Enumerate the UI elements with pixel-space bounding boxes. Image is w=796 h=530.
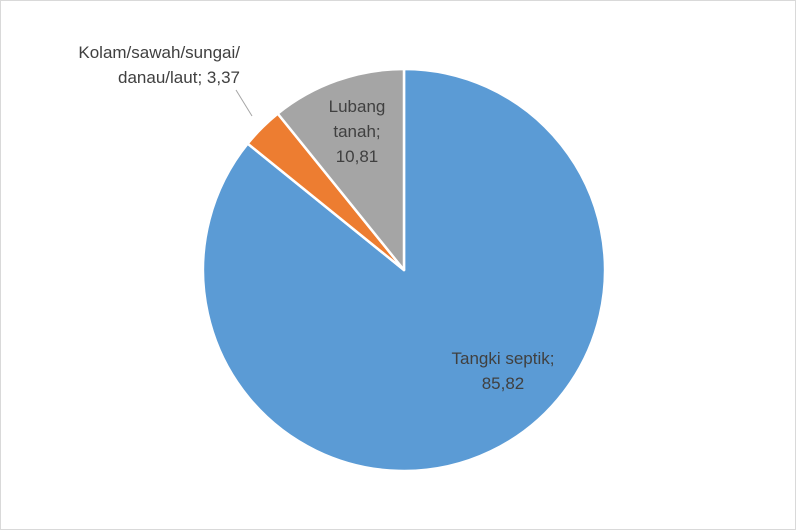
category-name: Kolam/sawah/sungai/danau/laut bbox=[78, 43, 240, 87]
value-label: 10,81 bbox=[335, 147, 379, 166]
data-label: Tangki septik; 85,82 bbox=[428, 346, 578, 396]
leader-line bbox=[235, 89, 253, 117]
category-name: Lubang tanah bbox=[328, 97, 386, 141]
label-separator: ; bbox=[549, 349, 555, 368]
value-label: 85,82 bbox=[481, 374, 525, 393]
label-separator: ; bbox=[197, 68, 203, 87]
pie-slice bbox=[276, 67, 406, 272]
data-label: Lubang tanah; 10,81 bbox=[318, 94, 396, 169]
data-label: Kolam/sawah/sungai/danau/laut; 3,37 bbox=[70, 40, 240, 90]
label-separator: ; bbox=[375, 122, 381, 141]
category-name: Tangki septik bbox=[451, 349, 550, 368]
value-label: 3,37 bbox=[206, 68, 240, 87]
